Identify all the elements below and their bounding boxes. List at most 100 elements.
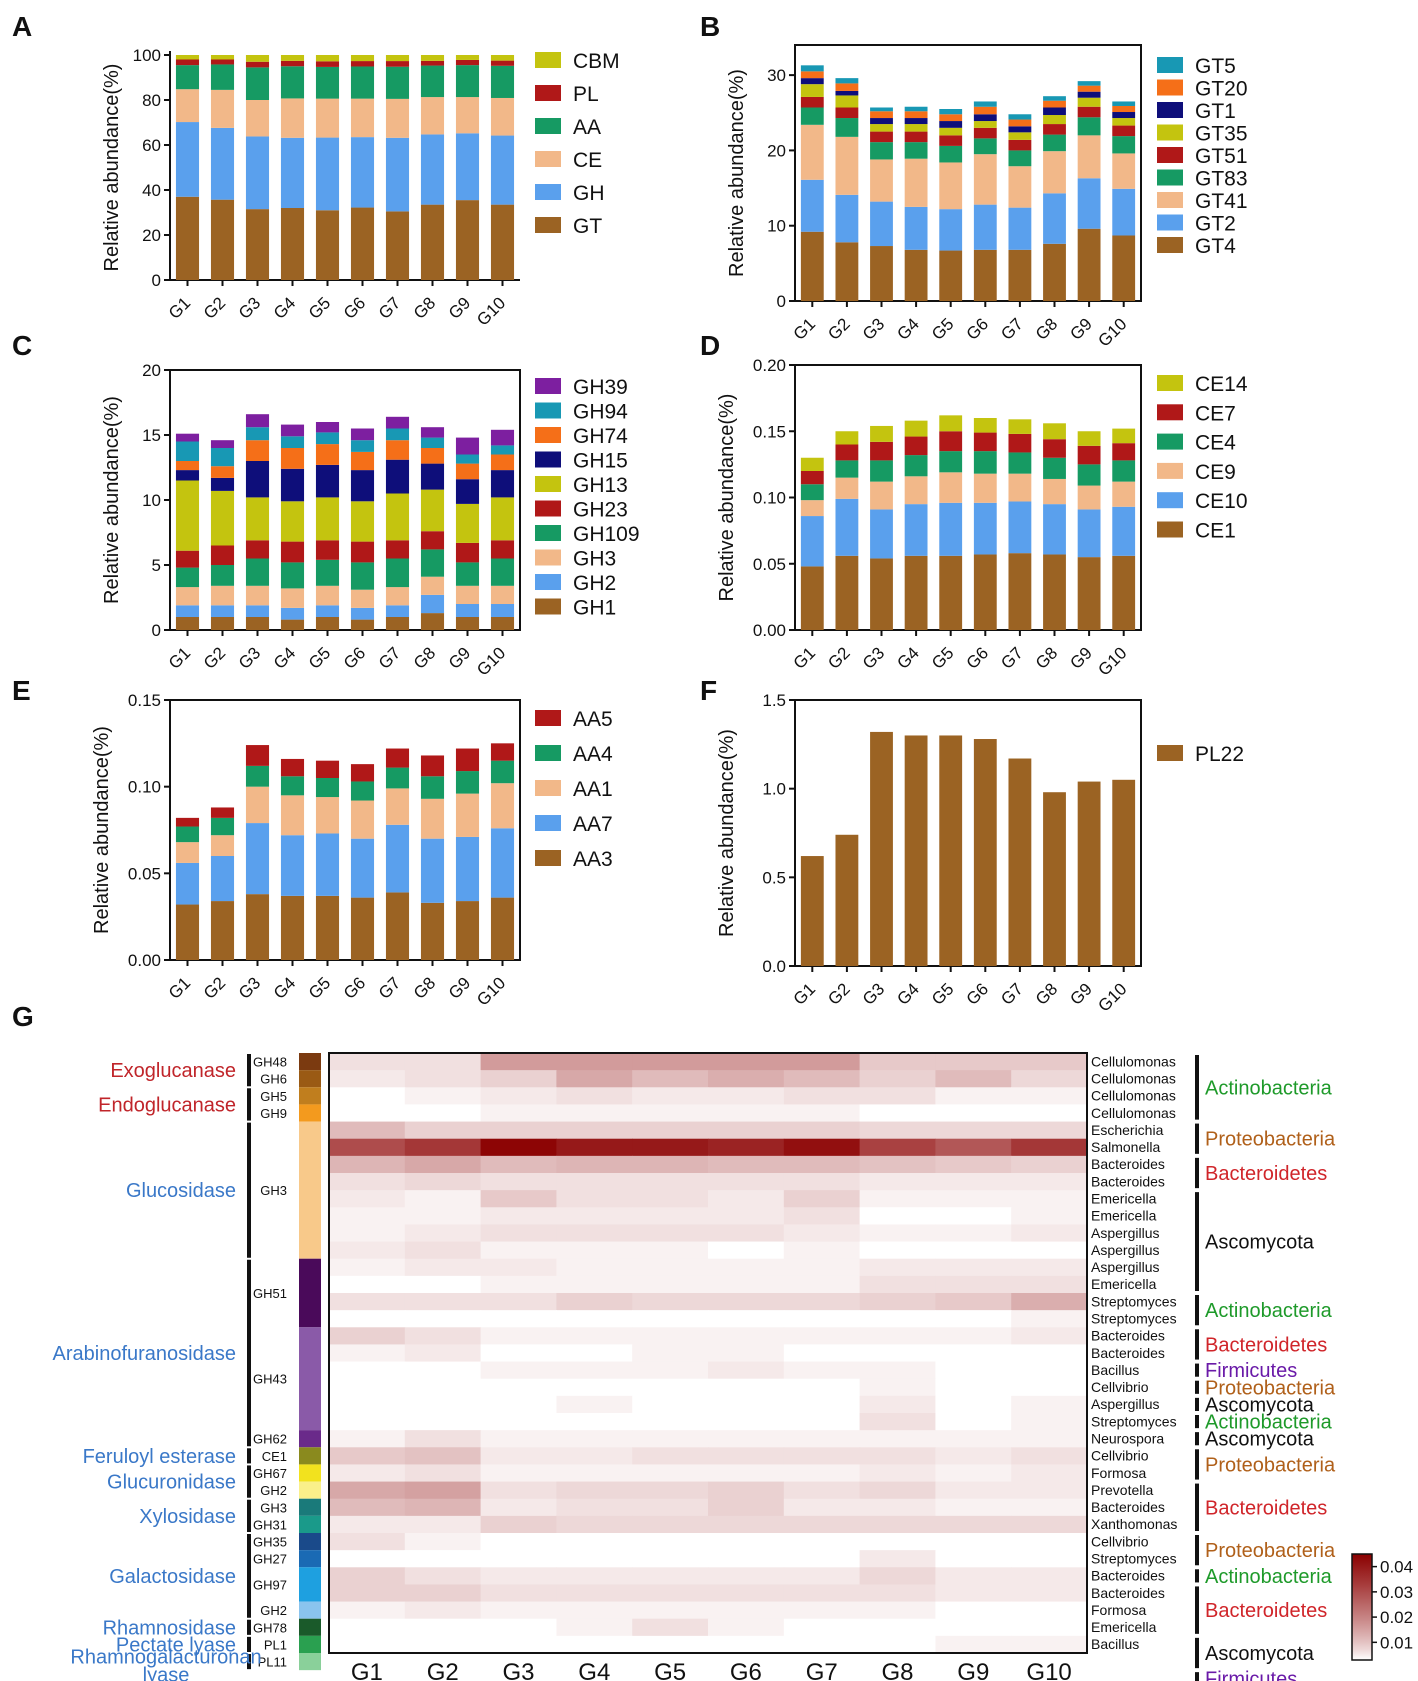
bar-segment-gh74: [175, 461, 200, 471]
bar-segment-gt35: [835, 95, 859, 108]
heatmap-cell: [632, 1584, 709, 1603]
bar-segment-ce1: [973, 554, 997, 630]
heatmap-cell: [556, 1464, 633, 1483]
bar-segment-gh: [315, 137, 340, 211]
heatmap-cell: [480, 1413, 557, 1431]
heatmap-cell: [329, 1447, 406, 1465]
genus-label: Emericella: [1091, 1208, 1157, 1224]
heatmap-cell: [329, 1481, 406, 1500]
bar-segment-ce4: [1008, 452, 1032, 474]
phylum-label: Ascomycota: [1205, 1394, 1315, 1416]
bar-segment-gh94: [350, 440, 375, 452]
heatmap-cell: [632, 1498, 709, 1517]
genus-label: Cellvibrio: [1091, 1448, 1149, 1464]
bar-segment-gt83: [904, 142, 928, 159]
bar-segment-ce10: [800, 516, 824, 567]
heatmap-cell: [480, 1584, 557, 1603]
heatmap-column-label: G7: [806, 1659, 838, 1681]
heatmap-cell: [556, 1241, 633, 1260]
bar-segment-gh1: [175, 617, 200, 630]
legend-swatch-aa7: [535, 815, 561, 831]
bar-segment-aa4: [315, 778, 340, 798]
legend-label: GH74: [573, 425, 628, 448]
family-color-block: [299, 1635, 321, 1653]
colorbar-tick-label: 0.02: [1380, 1608, 1413, 1627]
genus-label: Prevotella: [1091, 1482, 1153, 1498]
bar-segment-gt35: [973, 121, 997, 128]
bar-segment-gh13: [490, 497, 515, 541]
x-tick-label: G7: [997, 314, 1026, 343]
y-tick-label: 0.00: [128, 951, 161, 970]
heatmap-cell: [935, 1618, 1012, 1637]
heatmap-cell: [935, 1447, 1012, 1465]
legend-label: GH109: [573, 523, 640, 546]
bar-segment-aa5: [210, 807, 235, 818]
heatmap-cell: [708, 1344, 785, 1363]
function-label: Rhamnogalacturonan: [70, 1647, 261, 1669]
bar-segment-gh94: [210, 448, 235, 467]
heatmap-cell: [480, 1464, 557, 1483]
bar-segment-pl: [385, 61, 410, 67]
y-tick-label: 0.05: [753, 555, 786, 574]
bar-segment-gt41: [870, 159, 893, 202]
heatmap-cell: [935, 1498, 1012, 1517]
x-tick-label: G8: [410, 293, 439, 322]
legend-swatch-gt4: [1157, 237, 1183, 253]
heatmap-cell: [859, 1567, 936, 1585]
bar-segment-aa3: [420, 902, 445, 960]
bar-segment-ce: [385, 98, 410, 138]
bar-segment-aa1: [420, 798, 445, 839]
x-tick-label: G9: [445, 973, 474, 1002]
heatmap-cell: [404, 1533, 482, 1551]
bar-segment-ce4: [870, 460, 893, 482]
x-tick-label: G10: [1094, 643, 1130, 679]
bar-segment-gh13: [420, 489, 445, 532]
heatmap-cell: [1011, 1104, 1088, 1123]
bar-segment-gh15: [280, 468, 305, 502]
legend-label: GT2: [1195, 213, 1236, 236]
bar-segment-gt51: [1043, 124, 1066, 135]
bar-segment-gh3: [420, 576, 445, 595]
heatmap-cell: [404, 1241, 482, 1260]
heatmap-cell: [783, 1310, 861, 1328]
heatmap-cell: [783, 1635, 861, 1654]
heatmap-cell: [329, 1138, 406, 1157]
legend-label: PL22: [1195, 743, 1244, 766]
heatmap-cell: [404, 1087, 482, 1105]
bar-segment-ce14: [1112, 428, 1136, 444]
x-tick-label: G9: [445, 643, 474, 672]
bar-segment-ce9: [1077, 485, 1101, 510]
heatmap-cell: [480, 1087, 557, 1105]
heatmap-cell: [708, 1070, 785, 1088]
legend-label: GT1: [1195, 100, 1236, 123]
heatmap-cell: [480, 1533, 557, 1551]
bar-segment-gt: [175, 196, 200, 280]
bar-segment-aa: [315, 66, 340, 99]
bar-segment-gt83: [835, 118, 859, 137]
heatmap-cell: [708, 1361, 785, 1380]
y-tick-label: 0.10: [128, 778, 161, 797]
bar-segment-aa7: [280, 835, 305, 896]
panel-letter: B: [700, 11, 720, 42]
genus-label: Xanthomonas: [1091, 1516, 1177, 1532]
bar-segment-gh13: [280, 501, 305, 542]
bar-segment-ce10: [939, 502, 963, 556]
bar-segment-gh2: [385, 605, 410, 617]
heatmap-cell: [1011, 1378, 1088, 1397]
bar-segment-ce9: [904, 476, 928, 505]
heatmap-cell: [329, 1361, 406, 1380]
bar-segment-ce: [315, 98, 340, 138]
legend-swatch-ce1: [1157, 521, 1183, 538]
heatmap-cell: [708, 1601, 785, 1620]
heatmap-cell: [404, 1121, 482, 1140]
heatmap-cell: [708, 1430, 785, 1448]
bar-segment-gh15: [455, 479, 480, 504]
heatmap-cell: [783, 1207, 861, 1225]
plot-frame: [169, 699, 521, 961]
bar-segment-ce10: [904, 504, 928, 556]
phylum-label: Proteobacteria: [1205, 1540, 1336, 1562]
heatmap-cell: [404, 1618, 482, 1637]
heatmap-cell: [556, 1053, 633, 1071]
function-label: Glucuronidase: [107, 1472, 236, 1494]
bar-segment-gt51: [939, 135, 963, 146]
